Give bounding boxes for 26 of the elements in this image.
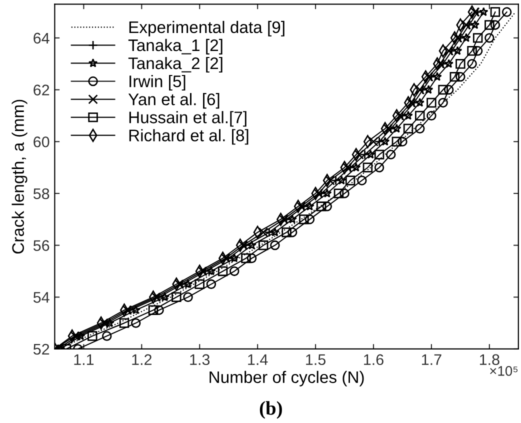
legend-label: Tanaka_2 [2] (128, 56, 222, 73)
y-tick-label: 56 (33, 240, 50, 251)
y-tick-label: 60 (34, 136, 50, 148)
legend-label: Yan et al. [6] (128, 93, 220, 109)
x-tick-label: 1.6 (364, 354, 384, 366)
y-axis-title: Crack length, a (mm) (12, 100, 28, 254)
x-tick-label: 1.2 (132, 354, 152, 365)
legend-label: Hussain et al.[7] (129, 111, 246, 127)
legend-label: Tanaka_1 [2] (128, 38, 222, 54)
x-tick-label: 1.5 (306, 354, 326, 366)
x-tick-label: 1.7 (422, 354, 442, 365)
x-tick-label: 1.8 (480, 354, 500, 366)
legend-label: Richard et al. [8] (129, 129, 248, 145)
text: (b) (260, 401, 282, 419)
legend-label: Irwin [5] (130, 75, 186, 91)
x-tick-label: 1.1 (74, 354, 94, 365)
y-tick-label: 58 (33, 188, 50, 200)
y-tick-label: 62 (34, 84, 50, 96)
x-axis-title: Number of cycles (N) (210, 370, 364, 386)
legend-label: Experimental data [9] (129, 20, 284, 36)
x-tick-label: 1.3 (190, 354, 210, 366)
y-tick-label: 54 (33, 292, 50, 303)
y-tick-label: 64 (34, 32, 50, 44)
y-tick-label: 52 (33, 344, 50, 355)
x-tick-label: 1.4 (248, 354, 268, 365)
text: ×10⁵ (490, 366, 518, 376)
